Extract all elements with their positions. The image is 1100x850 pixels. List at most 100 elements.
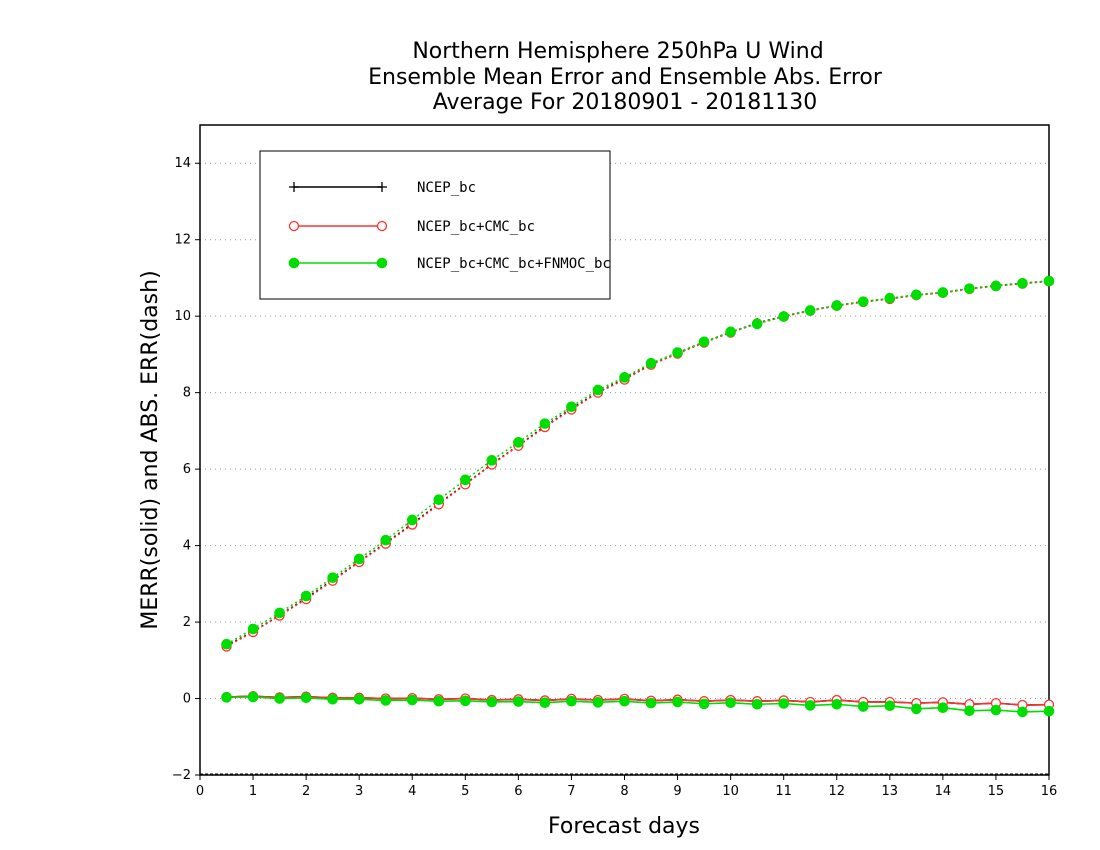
abs-err-point [433, 494, 445, 506]
legend-marker [376, 257, 388, 269]
legend-marker [288, 257, 300, 269]
legend-label: NCEP_bc [417, 180, 476, 196]
abs-err-point [380, 534, 392, 546]
abs-err-point [751, 318, 763, 330]
abs-err-point [247, 623, 259, 635]
merr-point [831, 698, 843, 710]
series-abs-err-line [226, 280, 1050, 645]
y-axis-label: MERR(solid) and ABS. ERR(dash) [138, 270, 163, 629]
x-tick-label: 9 [673, 784, 681, 799]
y-tick-label: 6 [183, 462, 191, 477]
x-tick-label: 16 [1041, 784, 1058, 799]
abs-err-point [353, 553, 365, 565]
series-abs-err-line [226, 280, 1050, 647]
legend-marker [377, 182, 387, 192]
merr-point [884, 700, 896, 712]
legend-entry-1: NCEP_bc+CMC_bc [288, 219, 535, 235]
merr-point [274, 693, 285, 704]
abs-err-point [937, 287, 949, 298]
abs-err-point [300, 590, 312, 602]
x-tick-label: 1 [249, 784, 257, 799]
merr-point [539, 697, 551, 709]
abs-err-point [486, 455, 498, 466]
abs-err-point [539, 418, 551, 429]
series-layer [221, 275, 1055, 718]
y-tick-label: 12 [174, 233, 191, 248]
merr-point [725, 697, 736, 709]
x-tick-label: 8 [620, 784, 628, 799]
legend: NCEP_bc NCEP_bc+CMC_bc NCEP_bc+CMC_bc+FNMO… [259, 150, 611, 300]
merr-point [619, 695, 630, 707]
abs-err-point [672, 347, 683, 358]
legend-label: NCEP_bc+CMC_bc+FNMOC_bc [417, 256, 611, 272]
abs-err-point [884, 292, 896, 304]
merr-point [486, 696, 498, 708]
merr-point [964, 705, 975, 717]
chart-title-line-2: Ensemble Mean Error and Ensemble Abs. Er… [368, 65, 883, 90]
merr-point [566, 695, 577, 707]
series-1 [221, 276, 1055, 711]
y-tick-label: 0 [183, 692, 191, 707]
abs-err-point [406, 514, 418, 526]
x-tick-label: 15 [988, 784, 1005, 799]
merr-point [300, 692, 312, 704]
legend-marker [288, 220, 300, 232]
merr-point [406, 694, 418, 706]
y-tick-label: 10 [174, 309, 191, 324]
x-tick-label: 5 [461, 784, 469, 799]
merr-point [221, 692, 232, 703]
merr-point [460, 695, 471, 707]
abs-err-point [804, 305, 816, 316]
y-tick-label: 14 [174, 156, 191, 171]
abs-err-point [1017, 277, 1028, 289]
merr-point [937, 702, 949, 714]
series-abs-err-line [226, 280, 1050, 648]
y-tick-label: 2 [183, 615, 191, 630]
gridlines [200, 162, 1049, 775]
abs-err-point [221, 638, 232, 650]
legend-marker [376, 220, 388, 232]
abs-err-point [1043, 275, 1055, 287]
x-axis: 0 1 2 3 4 5 6 7 8 9 10 11 12 13 14 15 16 [196, 775, 1057, 799]
x-tick-label: 6 [514, 784, 522, 799]
merr-point [778, 698, 789, 709]
merr-point [1043, 705, 1055, 717]
merr-point [380, 695, 392, 706]
series-2 [221, 275, 1055, 718]
x-tick-label: 10 [722, 784, 739, 799]
chart-title-line-3: Average For 20180901 - 20181130 [433, 90, 818, 115]
merr-point [592, 697, 604, 708]
abs-err-point [566, 401, 577, 413]
legend-entries: NCEP_bc NCEP_bc+CMC_bc NCEP_bc+CMC_bc+FNMO… [288, 180, 611, 272]
merr-point [751, 698, 763, 710]
merr-point [645, 697, 657, 709]
abs-err-point [990, 280, 1002, 292]
abs-err-point [778, 311, 789, 322]
merr-point [513, 696, 524, 707]
chart-title-line-1: Northern Hemisphere 250hPa U Wind [412, 39, 823, 64]
x-tick-label: 14 [935, 784, 952, 799]
abs-err-point [857, 296, 869, 307]
x-axis-label: Forecast days [548, 814, 700, 839]
x-tick-label: 7 [567, 784, 575, 799]
merr-point [804, 700, 816, 711]
legend-marker [289, 182, 299, 192]
abs-err-point [619, 372, 630, 383]
abs-err-point [592, 384, 604, 396]
merr-point [672, 696, 683, 708]
abs-err-point [513, 437, 524, 448]
x-tick-label: 0 [196, 784, 204, 799]
legend-entry-0: NCEP_bc [289, 180, 476, 196]
y-axis: −2 0 2 4 6 8 10 12 14 [172, 156, 200, 783]
legend-label: NCEP_bc+CMC_bc [417, 219, 535, 235]
series-0 [221, 276, 1054, 711]
x-tick-label: 4 [408, 784, 416, 799]
merr-point [857, 701, 869, 712]
legend-box [259, 150, 611, 300]
x-tick-label: 11 [775, 784, 792, 799]
merr-point [1017, 706, 1028, 718]
x-tick-label: 2 [302, 784, 310, 799]
x-tick-label: 3 [355, 784, 363, 799]
abs-err-point [911, 289, 922, 301]
merr-point [433, 695, 445, 707]
